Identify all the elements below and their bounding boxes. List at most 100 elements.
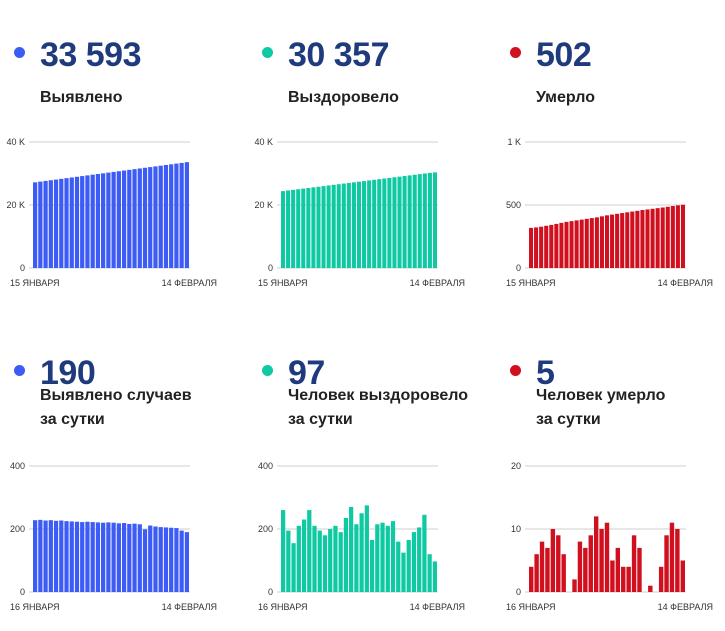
y-tick-label: 0: [268, 263, 273, 273]
bar: [43, 520, 48, 592]
bar: [529, 227, 534, 268]
bar: [621, 566, 626, 592]
bar-chart: 0 20 K 40 K 15 ЯНВАРЯ 14 ФЕВРАЛЯ: [254, 137, 465, 288]
bar: [625, 212, 630, 268]
bar: [648, 585, 653, 592]
bar: [74, 521, 80, 592]
bars: [33, 519, 189, 593]
bar: [142, 167, 148, 268]
bar: [650, 208, 655, 268]
big-number: 5: [536, 354, 555, 392]
bar: [411, 532, 417, 592]
bar: [127, 523, 132, 592]
bar: [90, 522, 95, 592]
bar: [179, 530, 184, 592]
bar: [184, 532, 189, 592]
bar: [670, 206, 675, 268]
bar: [53, 520, 59, 592]
bar: [655, 208, 660, 268]
bar: [132, 523, 137, 592]
bar: [296, 189, 301, 268]
bar: [312, 525, 317, 592]
bar: [111, 522, 116, 592]
y-tick-label: 0: [20, 263, 25, 273]
x-start-label: 15 ЯНВАРЯ: [506, 278, 556, 288]
bar: [307, 510, 312, 592]
bar: [85, 521, 90, 592]
bar-chart: 0 500 1 K 15 ЯНВАРЯ 14 ФЕВРАЛЯ: [506, 137, 713, 288]
bar: [48, 520, 53, 592]
legend-dot: [14, 365, 25, 376]
bar: [658, 566, 664, 592]
bar: [385, 525, 390, 592]
bar: [317, 530, 322, 592]
bar: [645, 209, 650, 268]
bar: [64, 178, 69, 268]
bar: [529, 566, 534, 592]
x-end-label: 14 ФЕВРАЛЯ: [162, 278, 217, 288]
metric-label-line: за сутки: [288, 411, 353, 428]
bar: [95, 174, 101, 268]
bar: [402, 176, 407, 268]
bar: [680, 560, 685, 592]
x-start-label: 16 ЯНВАРЯ: [10, 602, 60, 612]
bar: [615, 547, 621, 592]
bar: [422, 514, 427, 592]
bar: [588, 535, 593, 592]
panel-recovered-daily: 97 Человек выздоровело за сутки 0 200 400 16 Я…: [248, 318, 488, 618]
bar: [665, 206, 670, 268]
bar: [111, 171, 116, 268]
y-tick-label: 400: [10, 461, 25, 471]
bar: [174, 163, 179, 268]
y-tick-label: 40 K: [254, 137, 273, 147]
bar: [559, 222, 564, 268]
bar: [631, 535, 637, 592]
bar: [346, 182, 351, 268]
bar: [594, 217, 599, 268]
bar-chart: 0 10 20 16 ЯНВАРЯ 14 ФЕВРАЛЯ: [506, 461, 713, 612]
y-tick-label: 20 K: [254, 200, 273, 210]
bar: [64, 521, 69, 593]
y-tick-label: 1 K: [507, 137, 521, 147]
metric-label-line: Выздоровело: [288, 89, 399, 106]
bar: [675, 529, 680, 592]
bar: [664, 535, 669, 592]
bar: [74, 176, 80, 268]
bar: [127, 169, 132, 268]
bar: [322, 535, 328, 592]
metric-label-line: Человек умерло: [536, 387, 666, 404]
bar: [407, 175, 412, 268]
bar: [675, 205, 680, 268]
bar: [554, 223, 559, 268]
y-tick-label: 20 K: [6, 200, 25, 210]
bar: [604, 522, 610, 592]
bar-chart: 0 200 400 16 ЯНВАРЯ 14 ФЕВРАЛЯ: [10, 461, 217, 612]
bar: [101, 173, 106, 268]
bar: [132, 169, 137, 268]
bar: [354, 524, 359, 592]
panel-died-daily: 5 Человек умерло за сутки 0 10 20 16 ЯНВАРЯ 14 …: [496, 318, 725, 618]
bar: [101, 522, 106, 592]
x-end-label: 14 ФЕВРАЛЯ: [410, 278, 465, 288]
bar: [583, 547, 588, 592]
bar: [637, 547, 642, 592]
metric-label: Умерло: [536, 86, 595, 110]
bar: [359, 513, 364, 592]
y-tick-label: 400: [258, 461, 273, 471]
y-tick-label: 0: [20, 587, 25, 597]
big-number: 30 357: [288, 36, 390, 74]
bar: [179, 162, 184, 268]
metric-label: Выявлено случаев за сутки: [40, 384, 192, 432]
bar: [137, 168, 142, 268]
bar: [296, 525, 301, 592]
bar: [38, 181, 43, 268]
bar: [635, 210, 640, 268]
x-start-label: 16 ЯНВАРЯ: [258, 602, 308, 612]
bar: [412, 174, 417, 268]
bar: [338, 532, 343, 592]
bar: [561, 554, 566, 592]
y-tick-label: 40 K: [6, 137, 25, 147]
bar: [369, 540, 375, 592]
bar: [169, 527, 174, 592]
bar: [362, 181, 367, 268]
